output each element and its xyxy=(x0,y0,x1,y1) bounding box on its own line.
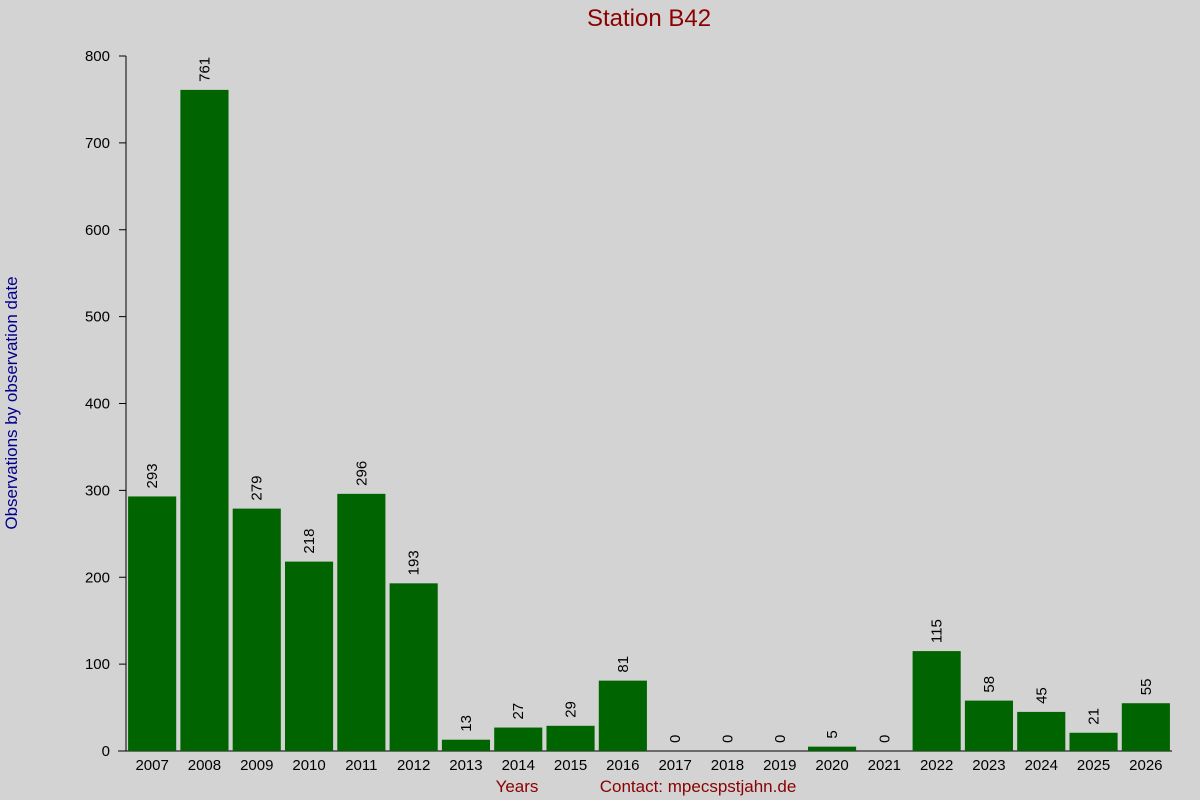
x-tick-label: 2021 xyxy=(868,757,901,774)
x-tick-label: 2014 xyxy=(502,757,535,774)
data-label: 55 xyxy=(1138,679,1155,696)
x-tick-label: 2022 xyxy=(920,757,953,774)
y-axis-label: Observations by observation date xyxy=(2,276,21,529)
x-tick-label: 2011 xyxy=(345,757,377,774)
bar xyxy=(598,680,647,751)
bar xyxy=(494,727,543,751)
bar xyxy=(232,508,281,751)
bar xyxy=(912,651,961,751)
bar xyxy=(337,493,386,751)
x-tick-label: 2012 xyxy=(397,757,430,774)
bar xyxy=(441,739,491,751)
data-label: 293 xyxy=(144,463,161,488)
data-label: 115 xyxy=(929,619,946,643)
x-tick-label: 2010 xyxy=(292,757,325,774)
bar xyxy=(1121,703,1170,751)
bar xyxy=(546,725,595,751)
data-label: 21 xyxy=(1086,708,1103,725)
data-label: 0 xyxy=(667,735,684,743)
x-tick-label: 2017 xyxy=(658,757,691,774)
bar xyxy=(1017,711,1066,751)
y-tick-label: 700 xyxy=(85,135,110,152)
x-tick-label: 2026 xyxy=(1129,757,1162,774)
data-label: 193 xyxy=(406,550,423,575)
x-tick-label: 2008 xyxy=(188,757,221,774)
x-tick-label: 2013 xyxy=(449,757,482,774)
y-tick-label: 500 xyxy=(85,309,110,326)
x-tick-label: 2019 xyxy=(763,757,796,774)
x-tick-label: 2025 xyxy=(1077,757,1110,774)
data-label: 58 xyxy=(981,676,998,693)
y-tick-label: 0 xyxy=(102,743,110,760)
data-label: 29 xyxy=(563,701,580,718)
data-label: 13 xyxy=(458,715,475,732)
chart-title: Station B42 xyxy=(587,5,711,32)
y-tick-label: 300 xyxy=(85,482,110,499)
data-label: 27 xyxy=(510,703,527,720)
y-tick-label: 200 xyxy=(85,569,110,586)
data-label: 0 xyxy=(719,735,736,743)
x-tick-label: 2015 xyxy=(554,757,587,774)
annotation: Contact: mpecspstjahn.de xyxy=(600,777,797,796)
bar xyxy=(128,496,177,751)
data-label: 0 xyxy=(772,735,789,743)
data-label: 279 xyxy=(249,476,266,501)
bar xyxy=(389,583,438,751)
data-label: 761 xyxy=(196,57,213,82)
data-label: 296 xyxy=(353,461,370,486)
data-label: 81 xyxy=(615,656,632,673)
data-label: 5 xyxy=(824,730,841,738)
y-tick-label: 400 xyxy=(85,396,110,413)
bar xyxy=(1069,732,1118,751)
bar xyxy=(284,561,334,751)
x-axis-label: Years xyxy=(496,777,539,796)
bar xyxy=(964,700,1014,751)
data-label: 0 xyxy=(876,735,893,743)
data-label: 218 xyxy=(301,529,318,554)
x-tick-label: 2009 xyxy=(240,757,273,774)
x-tick-label: 2018 xyxy=(711,757,744,774)
x-tick-label: 2024 xyxy=(1025,757,1058,774)
x-tick-label: 2023 xyxy=(972,757,1005,774)
data-label: 45 xyxy=(1033,687,1050,704)
x-tick-label: 2007 xyxy=(135,757,168,774)
y-tick-label: 800 xyxy=(85,48,110,65)
x-tick-label: 2020 xyxy=(815,757,848,774)
bar xyxy=(807,746,857,751)
x-tick-label: 2016 xyxy=(606,757,639,774)
y-tick-label: 600 xyxy=(85,222,110,239)
y-tick-label: 100 xyxy=(85,656,110,673)
bar xyxy=(180,89,229,752)
